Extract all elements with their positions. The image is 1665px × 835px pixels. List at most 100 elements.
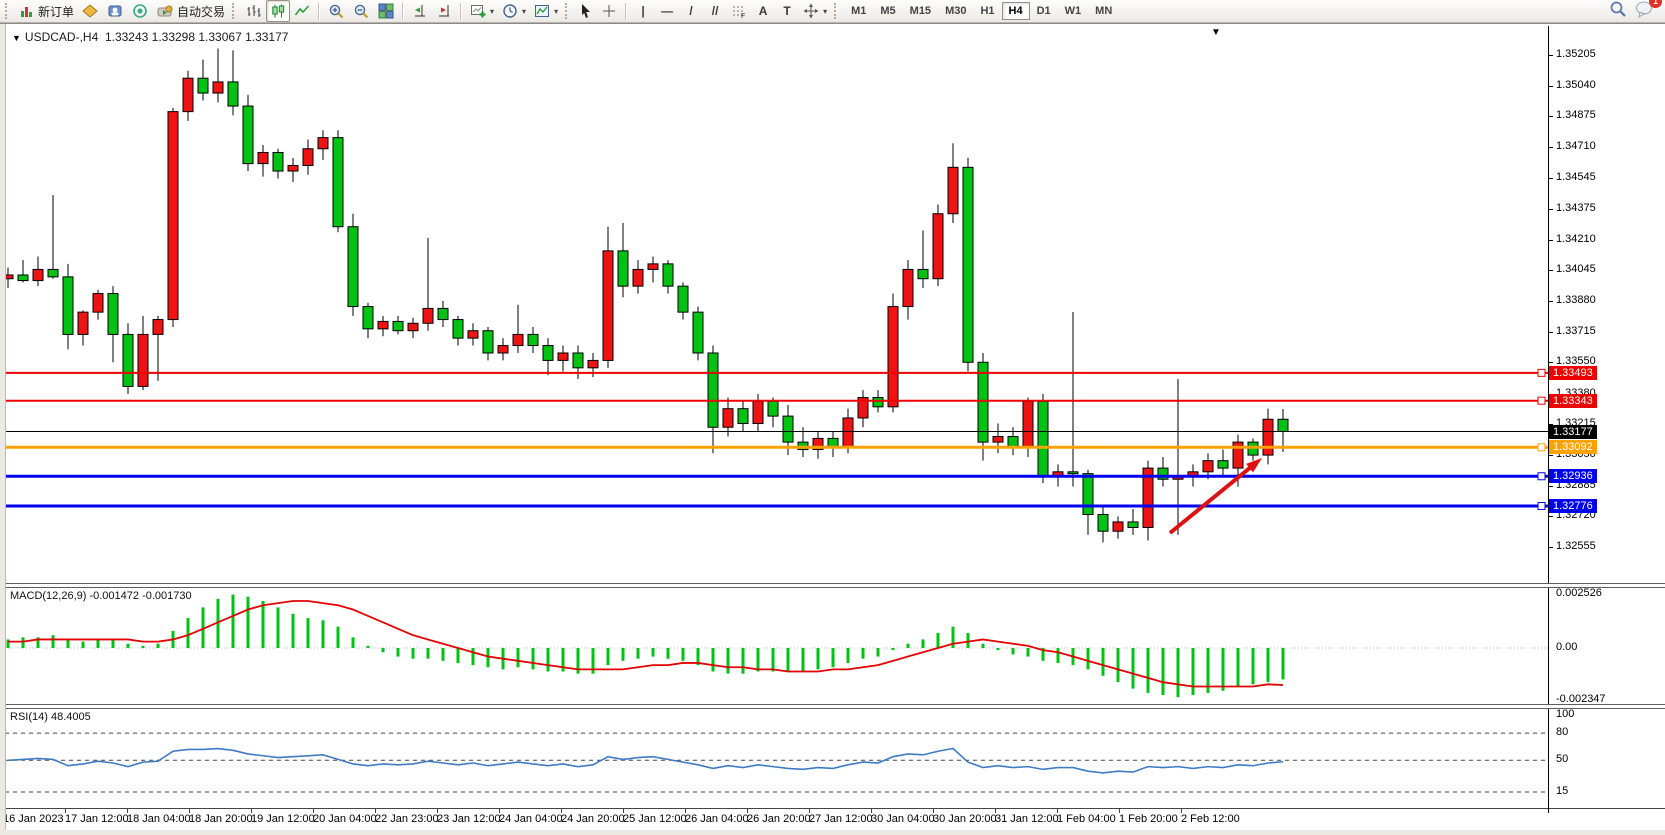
text-button[interactable]: A (751, 0, 775, 22)
candle-body (332, 137, 344, 228)
candle-body (197, 77, 209, 94)
navigator-button[interactable] (128, 0, 153, 22)
panel-separator-macd[interactable] (0, 583, 1665, 588)
trend-arrow-head[interactable] (1246, 458, 1262, 473)
collapse-triangle-icon[interactable]: ▼ (12, 33, 21, 43)
line-handle[interactable] (1537, 396, 1546, 405)
time-axis-label: 27 Jan 12:00 (809, 813, 873, 825)
timeframe-h1[interactable]: H1 (980, 5, 995, 17)
candle-body (977, 361, 989, 443)
line-chart-button[interactable] (290, 0, 314, 22)
chart-autoscroll-button[interactable] (432, 0, 456, 22)
periods-button[interactable]: ▾ (498, 0, 530, 22)
line-handle[interactable] (1537, 443, 1546, 452)
time-axis-tick (437, 808, 438, 813)
timeframe-m1[interactable]: M1 (851, 5, 867, 17)
toolbar-grip[interactable] (565, 3, 572, 19)
indicators-button[interactable]: ▾ (530, 0, 562, 22)
candle-body (752, 400, 764, 425)
new-chart-button[interactable]: ▾ (466, 0, 498, 22)
autotrading-button[interactable]: 自动交易 (153, 0, 229, 22)
search-icon[interactable] (1609, 0, 1627, 23)
fibonacci-button[interactable]: F (727, 0, 751, 22)
line-handle[interactable] (1537, 368, 1546, 377)
candle-body (1022, 400, 1034, 449)
zoom-in-icon (328, 3, 345, 20)
candle-body (587, 359, 599, 369)
timeframe-m15[interactable]: M15 (909, 5, 932, 17)
toolbar-separator (318, 2, 321, 20)
chart-shift-button[interactable] (408, 0, 432, 22)
tile-windows-button[interactable] (374, 0, 398, 22)
equidistant-channel-button[interactable]: // (703, 0, 727, 22)
text-icon: A (758, 4, 768, 18)
text-label-button[interactable]: T (775, 0, 799, 22)
price-axis-label: 1.33715 (1556, 324, 1596, 337)
candlestick-chart-button[interactable] (266, 0, 291, 22)
time-axis-label: 19 Jan 12:00 (251, 813, 315, 825)
horizontal-line-button[interactable]: — (655, 0, 679, 22)
timeframe-d1[interactable]: D1 (1036, 5, 1051, 17)
timeframe-h4[interactable]: H4 (1001, 2, 1030, 20)
line-handle[interactable] (1537, 472, 1546, 481)
price-axis-label: 1.33550 (1556, 355, 1596, 368)
data-window-button[interactable] (103, 0, 128, 22)
price-axis-label: 1.35040 (1556, 78, 1596, 91)
arrows-button[interactable]: ▾ (799, 0, 831, 22)
crosshair-button[interactable] (597, 0, 621, 22)
candle-body (947, 166, 959, 215)
time-axis-label: 26 Jan 20:00 (747, 813, 811, 825)
toolbar-grip[interactable] (232, 3, 239, 19)
bar-chart-button[interactable] (242, 0, 266, 22)
candle-body (1157, 467, 1169, 480)
candle-body (242, 105, 254, 165)
time-axis-label: 25 Jan 12:00 (623, 813, 687, 825)
timeframe-w1[interactable]: W1 (1064, 5, 1082, 17)
vertical-line-button[interactable]: | (631, 0, 655, 22)
time-axis-tick (65, 808, 66, 813)
time-axis-tick (685, 808, 686, 813)
zoom-out-button[interactable] (349, 0, 374, 22)
candle-body (722, 408, 734, 428)
zoom-in-button[interactable] (324, 0, 349, 22)
candle-body (872, 397, 884, 408)
candle-body (707, 352, 719, 428)
trend-arrow[interactable] (1168, 462, 1256, 535)
candle-body (692, 311, 704, 354)
autotrading-icon (157, 3, 174, 19)
trendline-button[interactable]: / (679, 0, 703, 22)
candle-body (857, 397, 869, 419)
price-axis-tick (1548, 146, 1553, 148)
line-handle[interactable] (1537, 501, 1546, 510)
toolbar-grip[interactable] (834, 3, 841, 19)
price-axis-tick (1548, 55, 1553, 56)
price-axis-tick (1548, 362, 1553, 364)
autotrading-label: 自动交易 (177, 4, 226, 19)
chart-shift-marker-icon[interactable]: ▼ (1211, 27, 1221, 38)
candle-body (152, 319, 164, 335)
candle-body (392, 320, 404, 332)
cursor-button[interactable] (575, 0, 597, 22)
candle-body (842, 417, 854, 449)
market-watch-button[interactable] (78, 0, 103, 22)
chat-button[interactable]: 1 (1635, 0, 1662, 23)
timeframe-mn[interactable]: MN (1095, 5, 1113, 17)
timeframe-m30[interactable]: M30 (945, 5, 967, 17)
time-axis-tick (127, 808, 128, 813)
candle-body (767, 400, 779, 417)
chart-symbol: USDCAD-,H4 (24, 30, 99, 44)
price-line-label: 1.33343 (1549, 393, 1597, 408)
toolbar-grip[interactable] (5, 3, 12, 19)
candle-body (62, 276, 74, 335)
time-axis-tick (499, 808, 500, 813)
vertical-line-icon: | (641, 4, 645, 18)
price-axis-label: 1.34710 (1556, 139, 1596, 152)
timeframe-m5[interactable]: M5 (880, 5, 896, 17)
candle-body (107, 293, 119, 335)
arrows-icon (803, 3, 819, 19)
price-axis-tick (1548, 209, 1553, 211)
new-order-button[interactable]: 新订单 (15, 0, 78, 22)
rsi-axis-label: 100 (1556, 708, 1575, 720)
panel-separator-rsi[interactable] (0, 704, 1665, 709)
